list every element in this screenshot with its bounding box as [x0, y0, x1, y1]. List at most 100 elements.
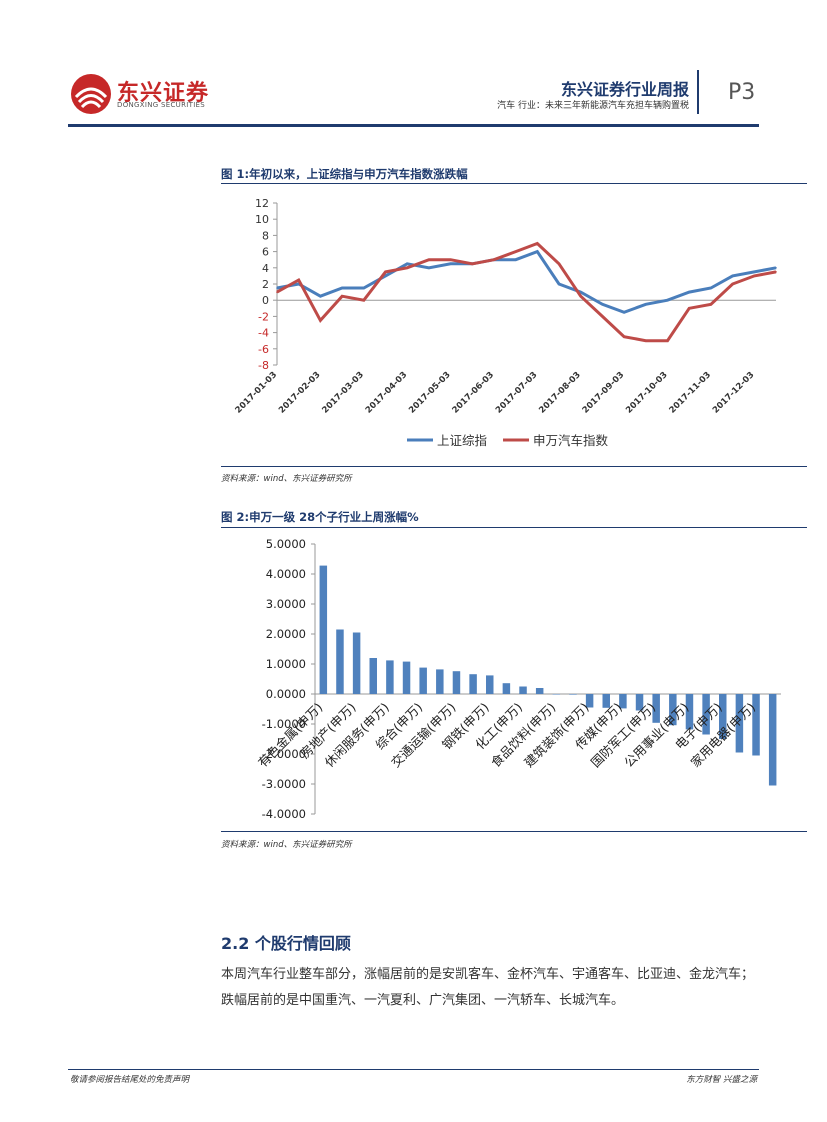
- legend-label-2: 申万汽车指数: [533, 433, 609, 448]
- data-point: [362, 299, 365, 301]
- data-point: [362, 287, 365, 289]
- data-point: [623, 311, 625, 314]
- data-point: [341, 287, 343, 289]
- data-point: [579, 291, 582, 293]
- series-line-1: [276, 249, 777, 314]
- footer-rule: [68, 1069, 759, 1070]
- bar: [619, 694, 627, 709]
- bar: [702, 694, 710, 735]
- data-point: [623, 335, 625, 338]
- bar: [319, 565, 328, 694]
- bar-chart: 5.0000 4.0000 3.0000 2.0000 1.0000 0.0000 -1.0…: [255, 537, 781, 821]
- y-tick-label: 0: [262, 294, 269, 307]
- bar: [402, 661, 411, 694]
- bar: [569, 694, 577, 695]
- data-point: [428, 267, 430, 269]
- data-point: [753, 275, 756, 277]
- bar: [752, 694, 760, 756]
- page-number: P3: [728, 80, 756, 105]
- y-tick-label: 8: [262, 229, 269, 242]
- bar: [535, 688, 544, 694]
- section-paragraph: 本周汽车行业整车部分，涨幅居前的是安凯客车、金杯汽车、宇通客车、比亚迪、金龙汽车…: [221, 967, 755, 1008]
- bar: [352, 632, 361, 694]
- data-point: [276, 291, 278, 293]
- logo-icon: [71, 74, 111, 114]
- data-point: [384, 275, 387, 277]
- data-point: [666, 299, 669, 301]
- series-line-2: [276, 241, 777, 343]
- x-tick-label: 2017-02-03: [277, 370, 323, 416]
- data-point: [710, 303, 712, 306]
- data-point: [514, 250, 517, 253]
- bar: [469, 674, 477, 694]
- data-point: [666, 339, 669, 342]
- x-tick-label: 2017-03-03: [320, 370, 366, 416]
- bar: [336, 629, 344, 694]
- data-point: [297, 279, 300, 281]
- x-tick-label: 2017-07-03: [494, 370, 540, 416]
- data-point: [775, 267, 777, 269]
- bar: [502, 683, 511, 694]
- bar: [652, 694, 660, 723]
- header-divider: [697, 70, 699, 114]
- x-tick-label: 2017-09-03: [581, 370, 627, 416]
- data-point: [406, 262, 408, 265]
- bar: [719, 694, 727, 739]
- bar: [369, 658, 377, 694]
- y-tick-label: -6: [258, 343, 269, 356]
- y-tick-label: 4.0000: [266, 567, 306, 581]
- footer-slogan: 东方财智 兴盛之源: [686, 1075, 757, 1085]
- y-tick-label: 1.0000: [266, 657, 306, 671]
- y-tick-label: 6: [262, 246, 269, 259]
- bar: [519, 686, 527, 694]
- y-tick-label: -1.0000: [262, 717, 306, 731]
- bar: [436, 669, 444, 694]
- y-tick-label: 12: [255, 197, 269, 210]
- data-point: [384, 271, 387, 273]
- data-point: [558, 283, 560, 285]
- bar: [768, 694, 777, 786]
- bar: [585, 694, 594, 708]
- footer-disclaimer: 敬请参阅报告结尾处的免责声明: [70, 1075, 190, 1085]
- y-tick-label: -8: [258, 359, 269, 372]
- y-tick-label: -4: [258, 327, 269, 340]
- data-point: [731, 283, 734, 285]
- figure2-bottom-rule: [221, 831, 807, 832]
- data-point: [319, 319, 322, 322]
- y-tick-label: -2: [258, 310, 269, 323]
- x-tick-label: 2017-08-03: [537, 370, 583, 416]
- data-point: [319, 295, 322, 297]
- x-tick-label: 2017-12-03: [711, 370, 757, 416]
- bar: [635, 694, 644, 711]
- data-point: [688, 291, 691, 293]
- data-point: [449, 262, 452, 265]
- data-point: [428, 258, 430, 261]
- figure1-top-rule: [221, 183, 807, 184]
- data-point: [471, 262, 474, 265]
- section-heading: 2.2 个股行情回顾: [221, 934, 351, 953]
- data-point: [601, 303, 604, 306]
- y-tick-label: 3.0000: [266, 597, 306, 611]
- figure2-title: 图 2:申万一级 28个子行业上周涨幅%: [221, 510, 419, 524]
- line-chart: 121086420-2-4-6-82017-01-032017-02-03201…: [234, 197, 777, 448]
- data-point: [514, 258, 517, 261]
- data-point: [579, 295, 582, 297]
- x-tick-label: 2017-06-03: [451, 370, 497, 416]
- data-point: [775, 271, 777, 273]
- bar: [486, 675, 494, 694]
- x-tick-label: 2017-05-03: [407, 370, 453, 416]
- y-tick-label: 2: [262, 278, 269, 291]
- bar: [452, 671, 461, 694]
- y-tick-label: -3.0000: [262, 777, 306, 791]
- data-point: [601, 315, 604, 318]
- data-point: [406, 267, 408, 269]
- bar: [419, 667, 427, 694]
- legend-label-1: 上证综指: [437, 433, 487, 448]
- x-tick-label: 2017-10-03: [624, 370, 670, 416]
- data-point: [276, 287, 278, 289]
- y-tick-label: -4.0000: [262, 807, 306, 821]
- figure2-source: 资料来源：wind、东兴证券研究所: [221, 840, 352, 850]
- y-tick-label: 5.0000: [266, 537, 306, 551]
- data-point: [710, 287, 712, 289]
- data-point: [558, 262, 560, 265]
